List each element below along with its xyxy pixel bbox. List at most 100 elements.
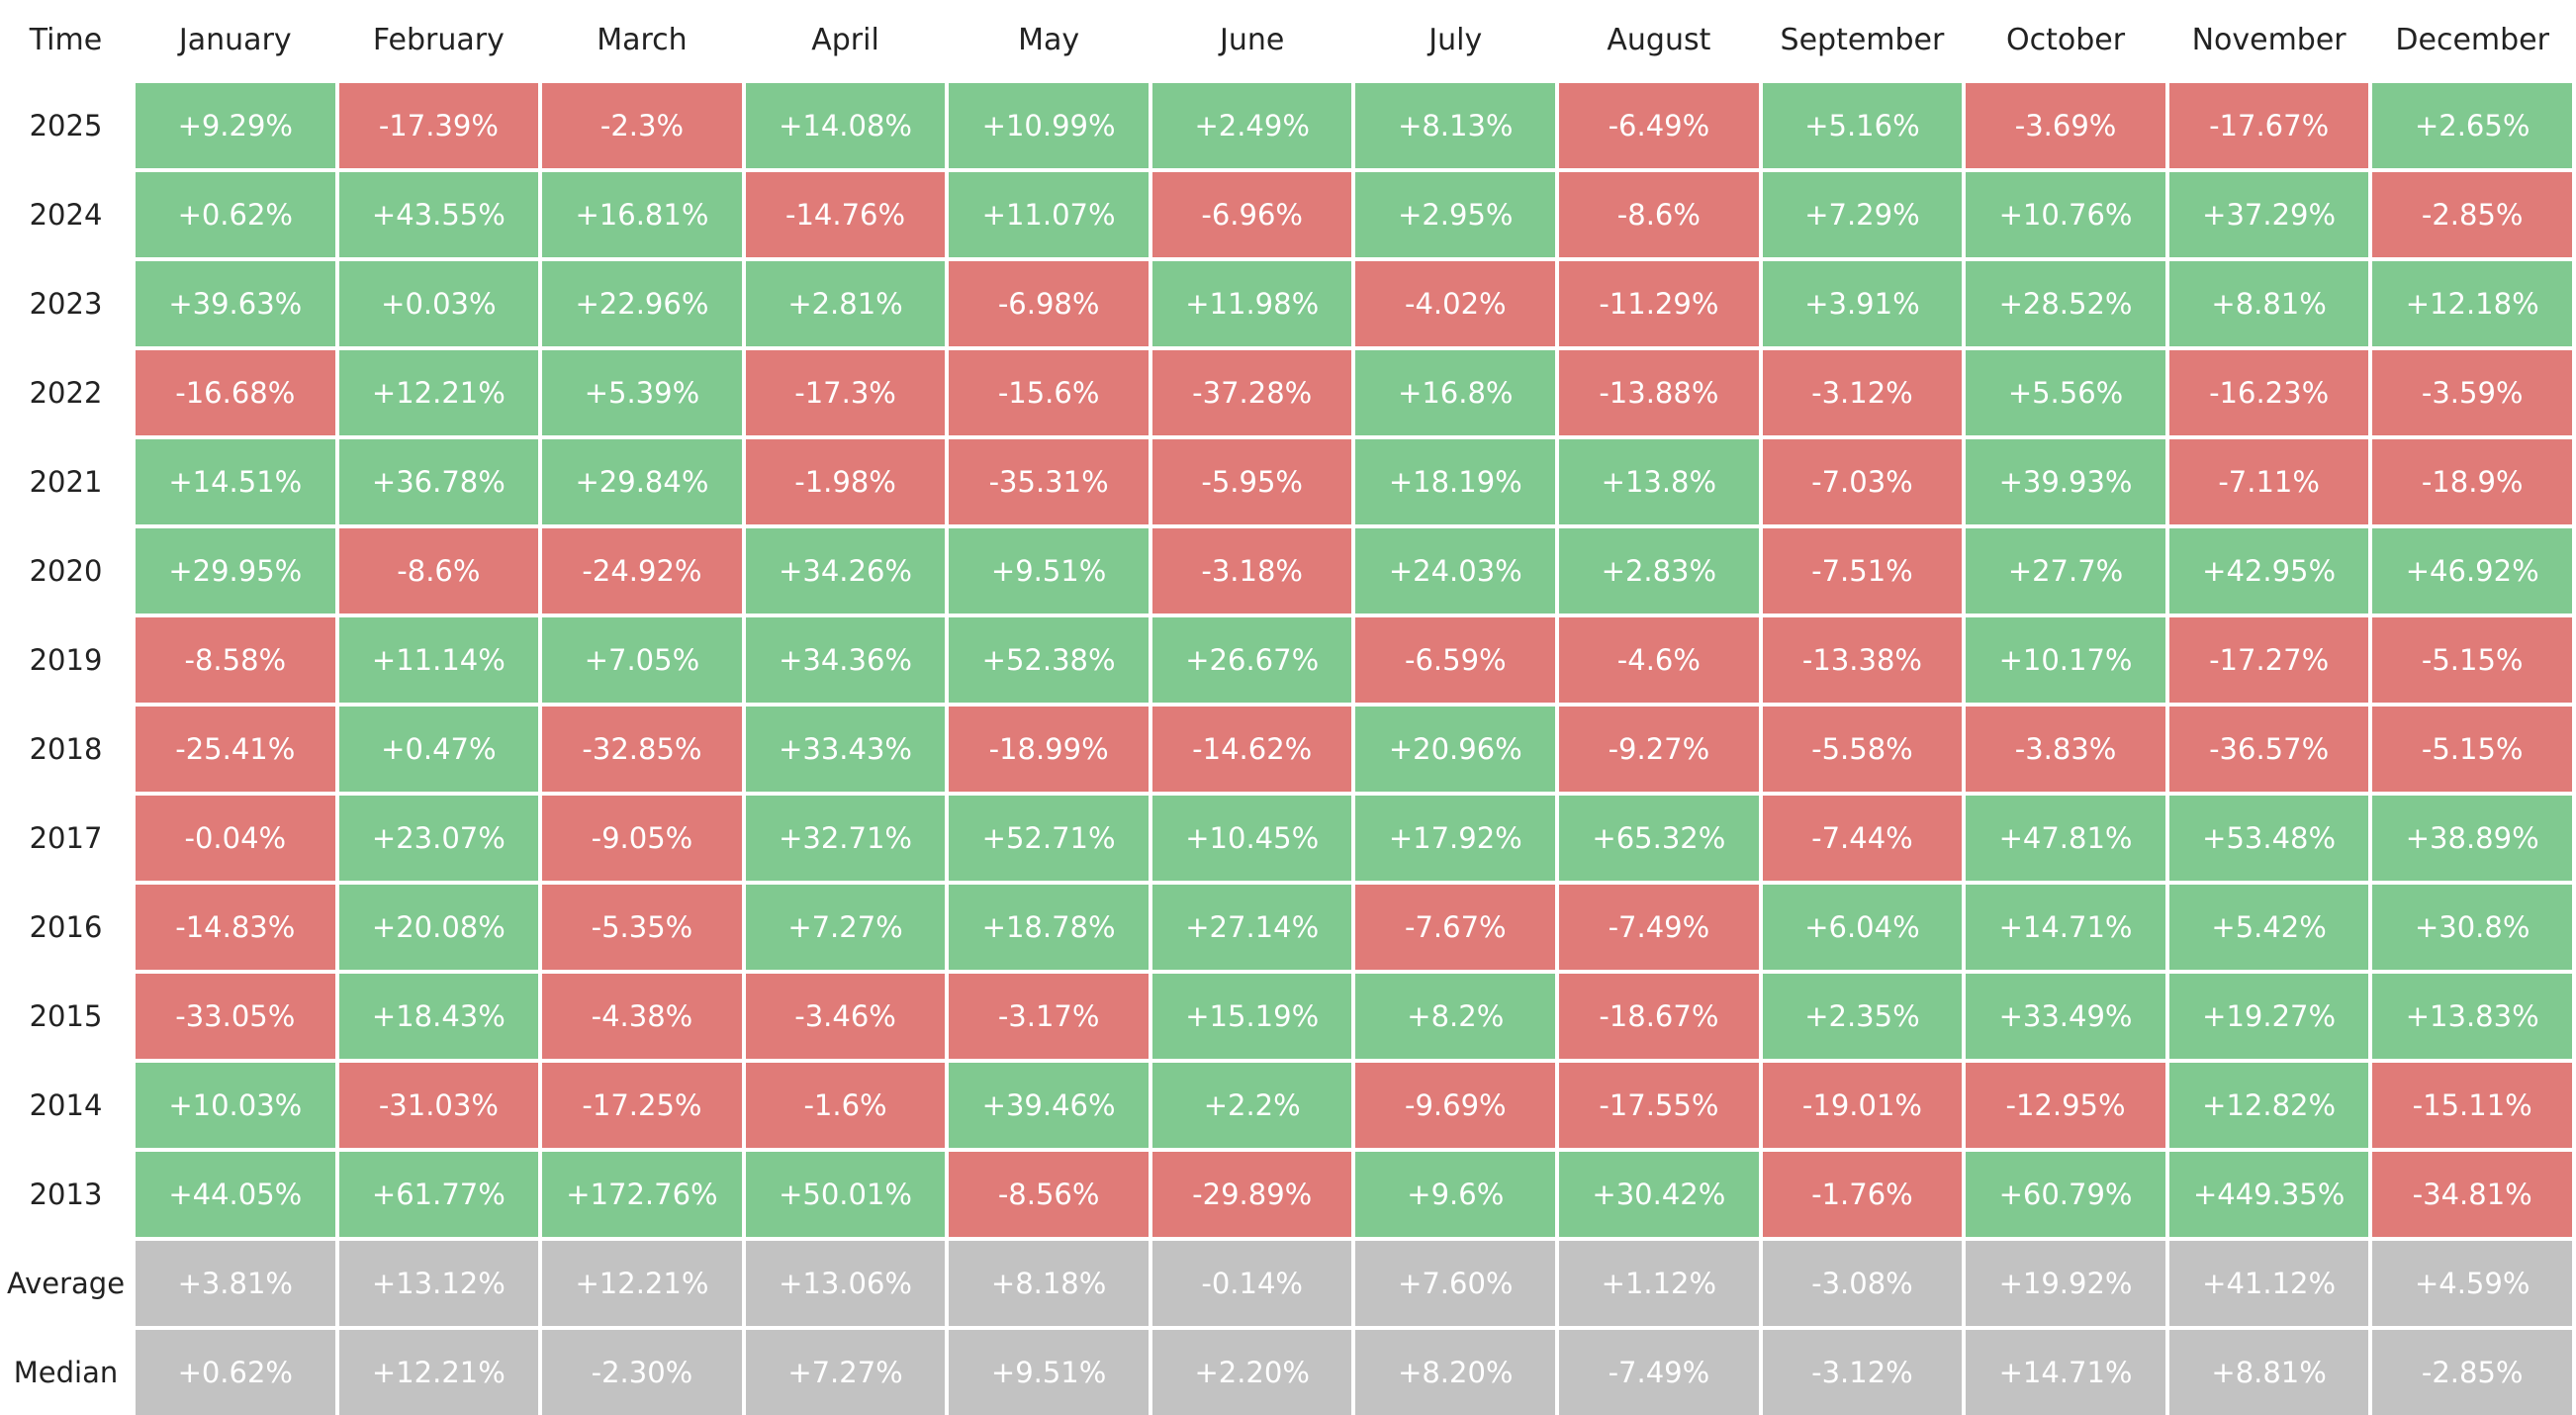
return-cell: -4.02% <box>1355 261 1556 346</box>
summary-cell: -7.49% <box>1559 1330 1759 1415</box>
return-cell: +16.8% <box>1355 350 1556 435</box>
return-cell: +14.71% <box>1966 885 2165 970</box>
column-header: September <box>1780 22 1945 57</box>
summary-cell: +3.81% <box>136 1241 335 1326</box>
return-cell: +2.83% <box>1559 528 1759 613</box>
return-cell: -18.9% <box>2372 439 2572 524</box>
return-cell: -1.6% <box>745 1063 946 1148</box>
return-cell: -13.38% <box>1762 617 1963 703</box>
return-cell: -17.27% <box>2168 617 2369 703</box>
return-cell: -18.99% <box>949 707 1149 792</box>
column-header: August <box>1607 22 1711 57</box>
return-cell: +44.05% <box>136 1152 335 1237</box>
column-header: November <box>2191 22 2346 57</box>
return-cell: -32.85% <box>542 707 742 792</box>
column-header: May <box>1018 22 1080 57</box>
return-cell: +38.89% <box>2372 796 2572 881</box>
row-label: 2013 <box>29 1178 103 1211</box>
return-cell: +32.71% <box>745 796 946 881</box>
row-label: 2021 <box>29 465 103 499</box>
return-cell: +0.03% <box>338 261 539 346</box>
return-cell: -5.15% <box>2372 707 2572 792</box>
return-cell: -13.88% <box>1559 350 1759 435</box>
return-cell: -15.11% <box>2372 1063 2572 1148</box>
row-label: Median <box>13 1356 119 1389</box>
return-cell: +2.2% <box>1151 1063 1352 1148</box>
return-cell: +39.93% <box>1966 439 2165 524</box>
return-cell: -3.17% <box>949 974 1149 1059</box>
summary-cell: -3.08% <box>1762 1241 1963 1326</box>
return-cell: +34.26% <box>745 528 946 613</box>
column-header: March <box>597 22 688 57</box>
return-cell: +8.13% <box>1355 83 1556 168</box>
row-label: 2014 <box>29 1088 103 1122</box>
column-header: July <box>1428 22 1483 57</box>
return-cell: +52.38% <box>949 617 1149 703</box>
row-label: 2024 <box>29 198 103 232</box>
return-cell: +37.29% <box>2168 172 2369 257</box>
summary-cell: +13.06% <box>745 1241 946 1326</box>
return-cell: +11.07% <box>949 172 1149 257</box>
row-label: 2018 <box>29 732 103 766</box>
return-cell: -31.03% <box>338 1063 539 1148</box>
return-cell: +9.6% <box>1355 1152 1556 1237</box>
return-cell: +5.56% <box>1966 350 2165 435</box>
return-cell: -9.69% <box>1355 1063 1556 1148</box>
return-cell: -7.03% <box>1762 439 1963 524</box>
return-cell: +47.81% <box>1966 796 2165 881</box>
row-label: 2015 <box>29 999 103 1033</box>
summary-cell: +1.12% <box>1559 1241 1759 1326</box>
return-cell: -17.67% <box>2168 83 2369 168</box>
summary-cell: +41.12% <box>2168 1241 2369 1326</box>
summary-cell: +0.62% <box>136 1330 335 1415</box>
row-label: Average <box>6 1267 126 1300</box>
return-cell: +29.95% <box>136 528 335 613</box>
return-cell: -34.81% <box>2372 1152 2572 1237</box>
column-header: December <box>2395 22 2549 57</box>
return-cell: +13.8% <box>1559 439 1759 524</box>
return-cell: -12.95% <box>1966 1063 2165 1148</box>
return-cell: -2.3% <box>542 83 742 168</box>
return-cell: +20.96% <box>1355 707 1556 792</box>
return-cell: +7.29% <box>1762 172 1963 257</box>
return-cell: -6.59% <box>1355 617 1556 703</box>
return-cell: +10.17% <box>1966 617 2165 703</box>
return-cell: -17.3% <box>745 350 946 435</box>
return-cell: +10.45% <box>1151 796 1352 881</box>
return-cell: +29.84% <box>542 439 742 524</box>
return-cell: +22.96% <box>542 261 742 346</box>
return-cell: +449.35% <box>2168 1152 2369 1237</box>
return-cell: +28.52% <box>1966 261 2165 346</box>
return-cell: +18.43% <box>338 974 539 1059</box>
return-cell: -6.49% <box>1559 83 1759 168</box>
summary-cell: -2.30% <box>542 1330 742 1415</box>
return-cell: +9.51% <box>949 528 1149 613</box>
return-cell: +46.92% <box>2372 528 2572 613</box>
summary-cell: +12.21% <box>338 1330 539 1415</box>
summary-cell: +13.12% <box>338 1241 539 1326</box>
page: Time January February March April May June July… <box>6 22 2572 1415</box>
return-cell: -6.98% <box>949 261 1149 346</box>
column-header: April <box>811 22 879 57</box>
row-label: 2025 <box>29 109 103 142</box>
return-cell: -3.59% <box>2372 350 2572 435</box>
return-cell: +12.82% <box>2168 1063 2369 1148</box>
return-cell: +5.42% <box>2168 885 2369 970</box>
summary-cell: +2.20% <box>1151 1330 1352 1415</box>
return-cell: +10.03% <box>136 1063 335 1148</box>
column-header: February <box>372 22 505 57</box>
summary-cell: +19.92% <box>1966 1241 2165 1326</box>
return-cell: +3.91% <box>1762 261 1963 346</box>
return-cell: -7.51% <box>1762 528 1963 613</box>
return-cell: +61.77% <box>338 1152 539 1237</box>
row-label: 2023 <box>29 287 103 321</box>
summary-cell: -0.14% <box>1151 1241 1352 1326</box>
return-cell: +34.36% <box>745 617 946 703</box>
row-label: 2022 <box>29 376 103 410</box>
return-cell: +65.32% <box>1559 796 1759 881</box>
return-cell: +14.08% <box>745 83 946 168</box>
return-cell: -7.49% <box>1559 885 1759 970</box>
return-cell: -7.67% <box>1355 885 1556 970</box>
return-cell: -3.18% <box>1151 528 1352 613</box>
